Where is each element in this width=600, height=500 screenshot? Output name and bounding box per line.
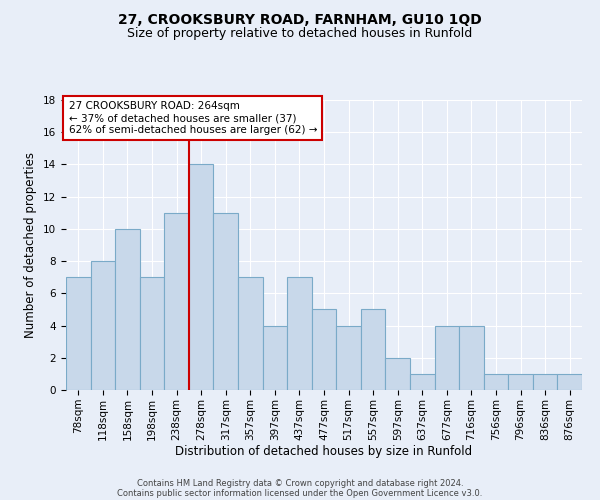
Text: Size of property relative to detached houses in Runfold: Size of property relative to detached ho… <box>127 28 473 40</box>
Bar <box>238 277 263 390</box>
Bar <box>361 310 385 390</box>
Text: Contains public sector information licensed under the Open Government Licence v3: Contains public sector information licen… <box>118 488 482 498</box>
Bar <box>434 326 459 390</box>
Text: 27, CROOKSBURY ROAD, FARNHAM, GU10 1QD: 27, CROOKSBURY ROAD, FARNHAM, GU10 1QD <box>118 12 482 26</box>
Bar <box>410 374 434 390</box>
Bar <box>557 374 582 390</box>
X-axis label: Distribution of detached houses by size in Runfold: Distribution of detached houses by size … <box>175 446 473 458</box>
Bar <box>312 310 336 390</box>
Bar <box>263 326 287 390</box>
Bar <box>164 213 189 390</box>
Bar <box>533 374 557 390</box>
Bar <box>214 213 238 390</box>
Text: Contains HM Land Registry data © Crown copyright and database right 2024.: Contains HM Land Registry data © Crown c… <box>137 478 463 488</box>
Y-axis label: Number of detached properties: Number of detached properties <box>25 152 37 338</box>
Bar <box>287 277 312 390</box>
Bar <box>336 326 361 390</box>
Bar <box>189 164 214 390</box>
Text: 27 CROOKSBURY ROAD: 264sqm
← 37% of detached houses are smaller (37)
62% of semi: 27 CROOKSBURY ROAD: 264sqm ← 37% of deta… <box>68 102 317 134</box>
Bar <box>91 261 115 390</box>
Bar <box>385 358 410 390</box>
Bar <box>508 374 533 390</box>
Bar <box>484 374 508 390</box>
Bar <box>140 277 164 390</box>
Bar <box>459 326 484 390</box>
Bar <box>115 229 140 390</box>
Bar <box>66 277 91 390</box>
